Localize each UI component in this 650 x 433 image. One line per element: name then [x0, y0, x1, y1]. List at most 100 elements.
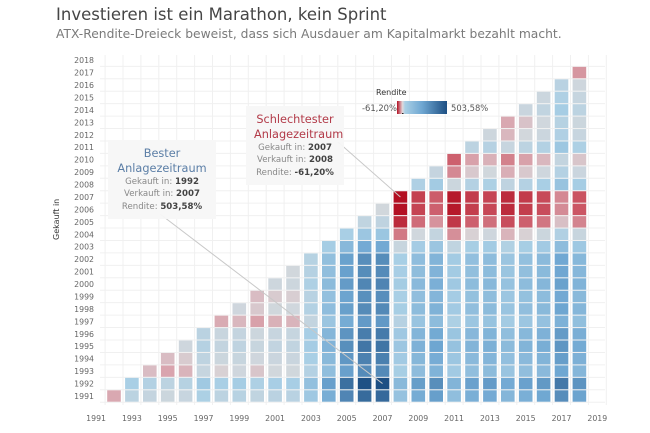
heatmap-cell-1992-1993[interactable] — [125, 377, 139, 390]
heatmap-cell-2005-2007[interactable] — [375, 216, 390, 228]
heatmap-cell-2002-2011[interactable] — [447, 253, 461, 265]
heatmap-cell-1997-2009[interactable] — [411, 315, 426, 328]
heatmap-cell-1997-1998[interactable] — [214, 315, 229, 328]
heatmap-cell-2006-2018[interactable] — [572, 203, 587, 216]
heatmap-cell-1997-2000[interactable] — [250, 315, 264, 328]
heatmap-cell-2004-2008[interactable] — [393, 228, 408, 240]
heatmap-cell-2000-2015[interactable] — [518, 278, 533, 290]
heatmap-cell-1992-2011[interactable] — [447, 377, 461, 390]
heatmap-cell-1999-2011[interactable] — [447, 290, 461, 303]
heatmap-cell-2002-2013[interactable] — [483, 253, 497, 265]
heatmap-cell-1999-2017[interactable] — [554, 290, 569, 303]
heatmap-cell-1995-1998[interactable] — [214, 340, 229, 352]
heatmap-cell-1999-2016[interactable] — [536, 290, 551, 303]
heatmap-cell-1993-2002[interactable] — [286, 365, 300, 377]
heatmap-cell-2007-2016[interactable] — [536, 191, 551, 203]
heatmap-cell-2004-2018[interactable] — [572, 228, 587, 240]
heatmap-cell-1992-2006[interactable] — [357, 377, 372, 390]
heatmap-cell-2009-2013[interactable] — [483, 166, 497, 178]
heatmap-cell-1992-1995[interactable] — [160, 377, 175, 390]
heatmap-cell-2005-2013[interactable] — [483, 216, 497, 228]
heatmap-cell-2003-2007[interactable] — [375, 241, 390, 253]
heatmap-cell-1995-2010[interactable] — [429, 340, 443, 352]
heatmap-cell-2001-2008[interactable] — [393, 265, 408, 278]
heatmap-cell-1998-2013[interactable] — [483, 303, 497, 315]
heatmap-cell-1998-2017[interactable] — [554, 303, 569, 315]
heatmap-cell-1994-1995[interactable] — [160, 352, 175, 365]
heatmap-cell-1991-2011[interactable] — [447, 390, 461, 402]
heatmap-cell-1992-2005[interactable] — [339, 377, 354, 390]
heatmap-cell-2008-2012[interactable] — [465, 178, 479, 191]
heatmap-cell-1992-2013[interactable] — [483, 377, 497, 390]
heatmap-cell-2011-2016[interactable] — [536, 141, 551, 153]
heatmap-cell-2000-2003[interactable] — [304, 278, 318, 290]
heatmap-cell-2015-2016[interactable] — [536, 91, 551, 104]
heatmap-cell-1992-1997[interactable] — [196, 377, 211, 390]
heatmap-cell-1994-2015[interactable] — [518, 352, 533, 365]
heatmap-cell-2007-2017[interactable] — [554, 191, 569, 203]
heatmap-cell-1994-1996[interactable] — [178, 352, 193, 365]
heatmap-cell-1998-2012[interactable] — [465, 303, 479, 315]
heatmap-cell-2004-2014[interactable] — [501, 228, 515, 240]
heatmap-cell-1993-2003[interactable] — [304, 365, 318, 377]
heatmap-cell-2010-2018[interactable] — [572, 153, 587, 166]
heatmap-cell-2006-2008[interactable] — [393, 203, 408, 216]
heatmap-cell-2002-2017[interactable] — [554, 253, 569, 265]
heatmap-cell-2001-2005[interactable] — [339, 265, 354, 278]
heatmap-cell-1999-2018[interactable] — [572, 290, 587, 303]
heatmap-cell-1998-2006[interactable] — [357, 303, 372, 315]
heatmap-cell-2005-2008[interactable] — [393, 216, 408, 228]
heatmap-cell-1992-2010[interactable] — [429, 377, 443, 390]
heatmap-cell-2009-2010[interactable] — [429, 166, 443, 178]
heatmap-cell-2013-2018[interactable] — [572, 116, 587, 129]
heatmap-cell-1999-2003[interactable] — [304, 290, 318, 303]
heatmap-cell-1999-2006[interactable] — [357, 290, 372, 303]
heatmap-cell-1992-2012[interactable] — [465, 377, 479, 390]
heatmap-cell-2011-2015[interactable] — [518, 141, 533, 153]
heatmap-cell-1999-2004[interactable] — [322, 290, 336, 303]
heatmap-cell-1991-2009[interactable] — [411, 390, 426, 402]
heatmap-cell-2010-2013[interactable] — [483, 153, 497, 166]
heatmap-cell-2000-2006[interactable] — [357, 278, 372, 290]
heatmap-cell-2007-2018[interactable] — [572, 191, 587, 203]
heatmap-cell-2002-2018[interactable] — [572, 253, 587, 265]
heatmap-cell-1997-1999[interactable] — [232, 315, 247, 328]
heatmap-cell-1995-2001[interactable] — [268, 340, 282, 352]
heatmap-cell-1996-1999[interactable] — [232, 328, 247, 340]
heatmap-cell-2004-2015[interactable] — [518, 228, 533, 240]
heatmap-cell-1995-2005[interactable] — [339, 340, 354, 352]
heatmap-cell-1993-1995[interactable] — [160, 365, 175, 377]
heatmap-cell-2001-2006[interactable] — [357, 265, 372, 278]
heatmap-cell-2003-2017[interactable] — [554, 241, 569, 253]
heatmap-cell-1993-1998[interactable] — [214, 365, 229, 377]
heatmap-cell-1991-1996[interactable] — [178, 390, 193, 402]
heatmap-cell-2000-2018[interactable] — [572, 278, 587, 290]
heatmap-cell-1993-1997[interactable] — [196, 365, 211, 377]
heatmap-cell-2006-2009[interactable] — [411, 203, 426, 216]
heatmap-cell-1995-2013[interactable] — [483, 340, 497, 352]
heatmap-cell-2009-2015[interactable] — [518, 166, 533, 178]
heatmap-cell-2010-2015[interactable] — [518, 153, 533, 166]
heatmap-cell-2000-2012[interactable] — [465, 278, 479, 290]
heatmap-cell-1994-2005[interactable] — [339, 352, 354, 365]
heatmap-cell-1997-2015[interactable] — [518, 315, 533, 328]
heatmap-cell-2002-2009[interactable] — [411, 253, 426, 265]
heatmap-cell-1997-2010[interactable] — [429, 315, 443, 328]
heatmap-cell-2001-2013[interactable] — [483, 265, 497, 278]
heatmap-cell-1992-1998[interactable] — [214, 377, 229, 390]
heatmap-cell-2006-2007[interactable] — [375, 203, 390, 216]
heatmap-cell-1996-2014[interactable] — [501, 328, 515, 340]
heatmap-cell-1998-2007[interactable] — [375, 303, 390, 315]
heatmap-cell-2000-2002[interactable] — [286, 278, 300, 290]
heatmap-cell-2011-2014[interactable] — [501, 141, 515, 153]
heatmap-cell-1998-2009[interactable] — [411, 303, 426, 315]
heatmap-cell-2008-2014[interactable] — [501, 178, 515, 191]
heatmap-cell-1995-2017[interactable] — [554, 340, 569, 352]
heatmap-cell-1994-2000[interactable] — [250, 352, 264, 365]
heatmap-cell-2004-2012[interactable] — [465, 228, 479, 240]
heatmap-cell-1993-2012[interactable] — [465, 365, 479, 377]
heatmap-cell-1994-2013[interactable] — [483, 352, 497, 365]
heatmap-cell-2002-2016[interactable] — [536, 253, 551, 265]
heatmap-cell-1998-2016[interactable] — [536, 303, 551, 315]
heatmap-cell-2002-2008[interactable] — [393, 253, 408, 265]
